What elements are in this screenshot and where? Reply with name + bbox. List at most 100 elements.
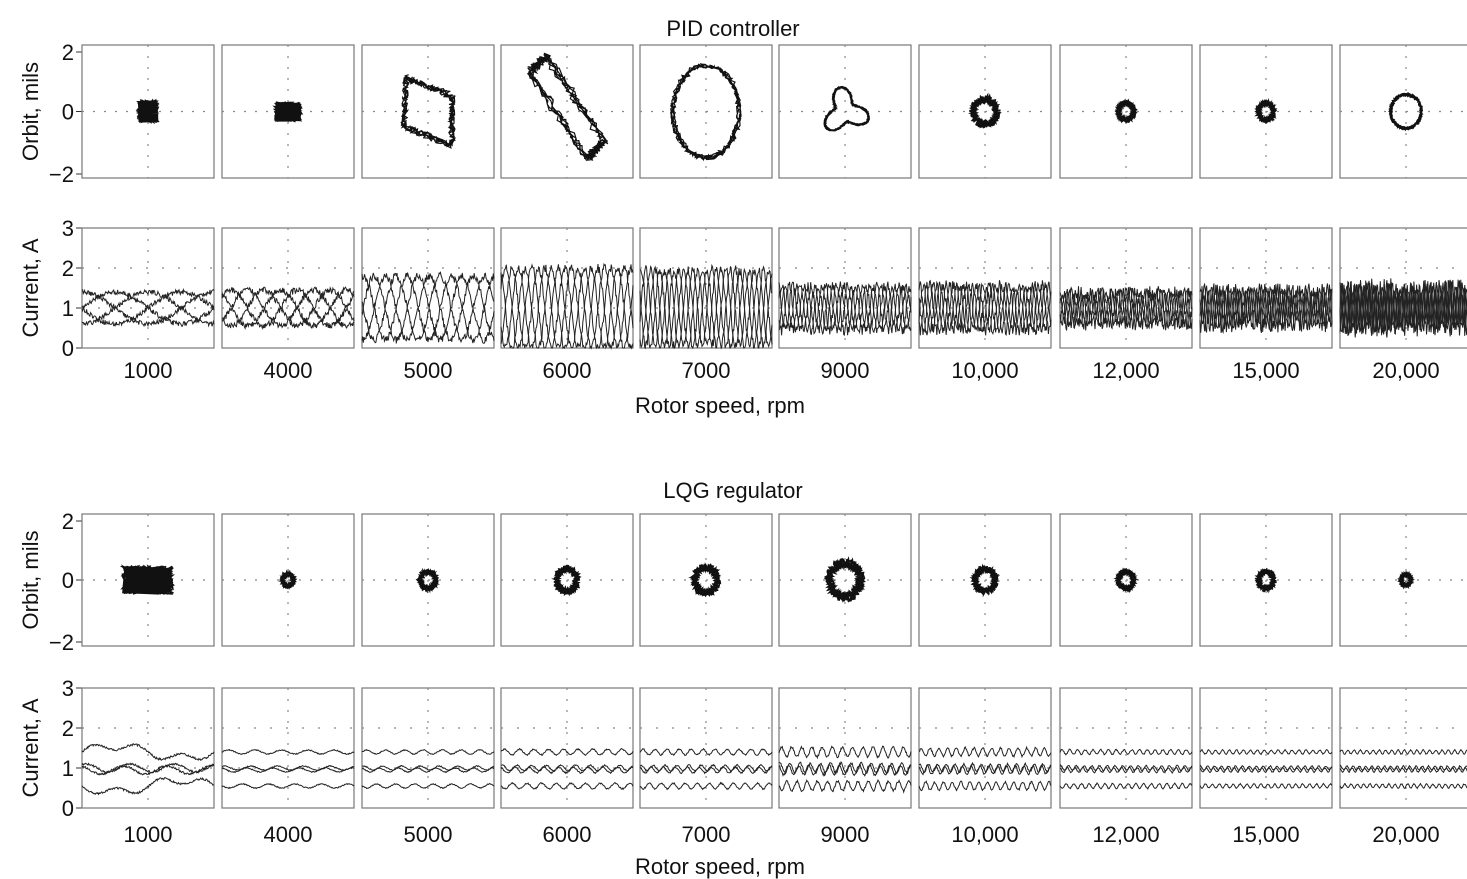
current-ytick-0-1: 2 (62, 256, 74, 281)
orbit-trace-0-2 (400, 74, 457, 150)
current-trace-1-7-2 (1059, 766, 1193, 774)
current-trace-0-6-3 (918, 279, 1052, 336)
speed-tick-1-7: 12,000 (1092, 822, 1159, 847)
orbit-ytick-0-1: 0 (62, 100, 74, 125)
current-trace-1-5-2 (778, 762, 912, 778)
current-trace-0-2-2 (361, 273, 495, 343)
current-ytick-1-3: 0 (62, 796, 74, 821)
current-panel-1-1 (221, 687, 355, 809)
current-trace-1-0-2 (81, 764, 215, 776)
current-trace-1-3-2 (500, 765, 634, 775)
current-trace-0-0-1 (81, 288, 215, 328)
current-trace-0-4-3 (639, 265, 773, 350)
current-trace-1-1-0 (221, 748, 355, 756)
speed-tick-1-1: 4000 (264, 822, 313, 847)
current-trace-1-6-1 (918, 761, 1052, 774)
current-trace-0-0-3 (81, 288, 215, 328)
x-axis-label-1: Rotor speed, rpm (635, 854, 805, 879)
current-panel-0-7 (1059, 227, 1193, 349)
current-trace-1-9-1 (1339, 764, 1467, 772)
current-trace-0-2-0 (361, 272, 495, 344)
current-trace-0-1-1 (221, 286, 355, 331)
speed-tick-1-2: 5000 (404, 822, 453, 847)
current-trace-0-3-3 (500, 263, 634, 350)
current-trace-1-5-0 (778, 745, 912, 760)
current-trace-0-9-1 (1339, 279, 1467, 338)
orbit-ytick-1-0: 2 (62, 509, 74, 534)
current-ytick-1-1: 2 (62, 716, 74, 741)
current-trace-1-0-0 (81, 743, 215, 762)
current-trace-0-5-0 (778, 281, 912, 336)
orbit-trace-0-7 (1114, 98, 1139, 124)
current-trace-1-5-3 (778, 778, 912, 794)
speed-tick-0-0: 1000 (124, 358, 173, 383)
current-ytick-1-0: 3 (62, 676, 74, 701)
current-trace-0-0-2 (81, 287, 215, 327)
current-trace-0-5-1 (778, 281, 912, 336)
current-axis-label-1: Current, A (18, 698, 43, 797)
orbit-trace-1-3 (551, 564, 582, 597)
current-panel-1-8 (1199, 687, 1333, 809)
current-trace-0-8-3 (1199, 282, 1333, 335)
current-panel-0-2 (361, 227, 495, 349)
current-trace-1-7-3 (1059, 782, 1193, 790)
current-trace-0-9-3 (1339, 279, 1467, 337)
current-trace-1-8-2 (1199, 766, 1333, 774)
orbit-panel-0-9 (1339, 44, 1467, 179)
orbit-trace-1-2 (415, 567, 440, 594)
current-trace-1-4-3 (639, 781, 773, 791)
current-ytick-0-2: 1 (62, 296, 74, 321)
current-panel-1-3 (500, 687, 634, 809)
orbit-trace-1-1 (277, 569, 298, 591)
current-ytick-0-0: 3 (62, 216, 74, 241)
speed-tick-1-5: 9000 (821, 822, 870, 847)
speed-tick-1-6: 10,000 (951, 822, 1018, 847)
speed-tick-0-5: 9000 (821, 358, 870, 383)
current-trace-1-9-2 (1339, 766, 1467, 774)
current-trace-0-1-3 (221, 286, 355, 330)
orbit-trace-0-5 (823, 85, 871, 132)
orbit-trace-1-9 (1397, 570, 1415, 590)
current-trace-1-0-1 (81, 762, 215, 774)
current-trace-0-4-1 (639, 265, 773, 349)
current-trace-1-1-1 (221, 764, 355, 772)
current-trace-0-4-2 (639, 265, 773, 350)
speed-tick-1-0: 1000 (124, 822, 173, 847)
speed-tick-0-2: 5000 (404, 358, 453, 383)
orbit-trace-1-4 (688, 562, 722, 598)
current-ytick-0-3: 0 (62, 336, 74, 361)
current-panel-1-2 (361, 687, 495, 809)
current-panel-0-1 (221, 227, 355, 349)
current-trace-1-4-2 (639, 765, 772, 775)
orbit-ytick-1-2: −2 (49, 630, 74, 655)
speed-tick-1-3: 6000 (543, 822, 592, 847)
current-trace-0-8-2 (1199, 283, 1333, 334)
speed-tick-0-9: 20,000 (1372, 358, 1439, 383)
current-panel-0-0 (81, 227, 215, 349)
chart-title-0: PID controller (666, 16, 799, 41)
current-trace-0-5-2 (778, 281, 912, 336)
current-trace-0-7-1 (1059, 286, 1193, 331)
orbit-trace-1-6 (969, 563, 1001, 598)
current-trace-1-0-3 (81, 777, 215, 796)
current-trace-1-5-1 (778, 761, 912, 776)
current-ytick-1-2: 1 (62, 756, 74, 781)
current-trace-1-6-0 (919, 745, 1052, 759)
orbit-trace-0-4 (670, 63, 742, 162)
orbit-ytick-0-2: −2 (49, 162, 74, 187)
current-trace-1-2-3 (361, 782, 495, 790)
orbit-trace-1-0 (119, 564, 176, 596)
orbit-ytick-0-0: 2 (62, 40, 74, 65)
current-panel-1-4 (639, 687, 773, 809)
current-trace-0-3-2 (500, 264, 634, 350)
orbit-trace-0-8 (1254, 98, 1278, 125)
current-trace-0-2-3 (361, 272, 495, 344)
current-trace-1-1-2 (221, 767, 355, 774)
orbit-trace-0-6 (968, 92, 1002, 129)
current-trace-1-3-0 (500, 747, 634, 757)
speed-tick-0-8: 15,000 (1232, 358, 1299, 383)
current-trace-1-1-3 (221, 782, 355, 790)
orbit-trace-0-1 (272, 101, 304, 123)
current-trace-1-6-3 (918, 780, 1052, 792)
current-trace-1-7-0 (1059, 748, 1193, 756)
